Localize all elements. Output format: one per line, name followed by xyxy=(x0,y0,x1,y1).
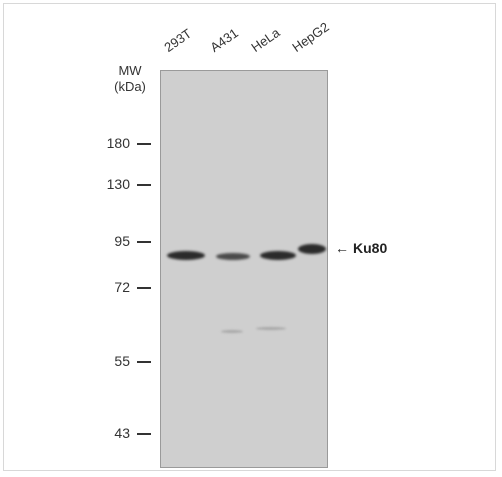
left-arrow-icon: ← xyxy=(335,240,349,256)
mw-header-title: MW xyxy=(118,63,142,78)
band-a431 xyxy=(216,253,250,260)
western-blot-membrane xyxy=(160,70,328,468)
mw-header-unit: (kDa) xyxy=(114,79,146,94)
mw-marker-label: 95 xyxy=(114,233,130,249)
band-hepg2 xyxy=(298,244,326,254)
mw-marker-label: 180 xyxy=(106,135,130,151)
target-protein-label: Ku80 xyxy=(353,240,388,256)
mw-marker-tick xyxy=(137,184,151,186)
mw-marker-label: 72 xyxy=(114,279,130,295)
mw-marker-label: 55 xyxy=(114,353,130,369)
band-293t xyxy=(167,251,205,260)
mw-marker-tick xyxy=(137,287,151,289)
mw-header: MW (kDa) xyxy=(98,63,162,95)
faint-band-hela xyxy=(256,327,286,330)
mw-marker-label: 43 xyxy=(114,425,130,441)
mw-marker-label: 130 xyxy=(106,176,130,192)
faint-band-a431 xyxy=(221,330,243,333)
mw-marker-tick xyxy=(137,361,151,363)
band-hela xyxy=(260,251,296,260)
figure-frame xyxy=(3,3,496,471)
target-annotation: ← Ku80 xyxy=(335,238,387,258)
mw-marker-tick xyxy=(137,143,151,145)
mw-marker-tick xyxy=(137,433,151,435)
mw-marker-tick xyxy=(137,241,151,243)
